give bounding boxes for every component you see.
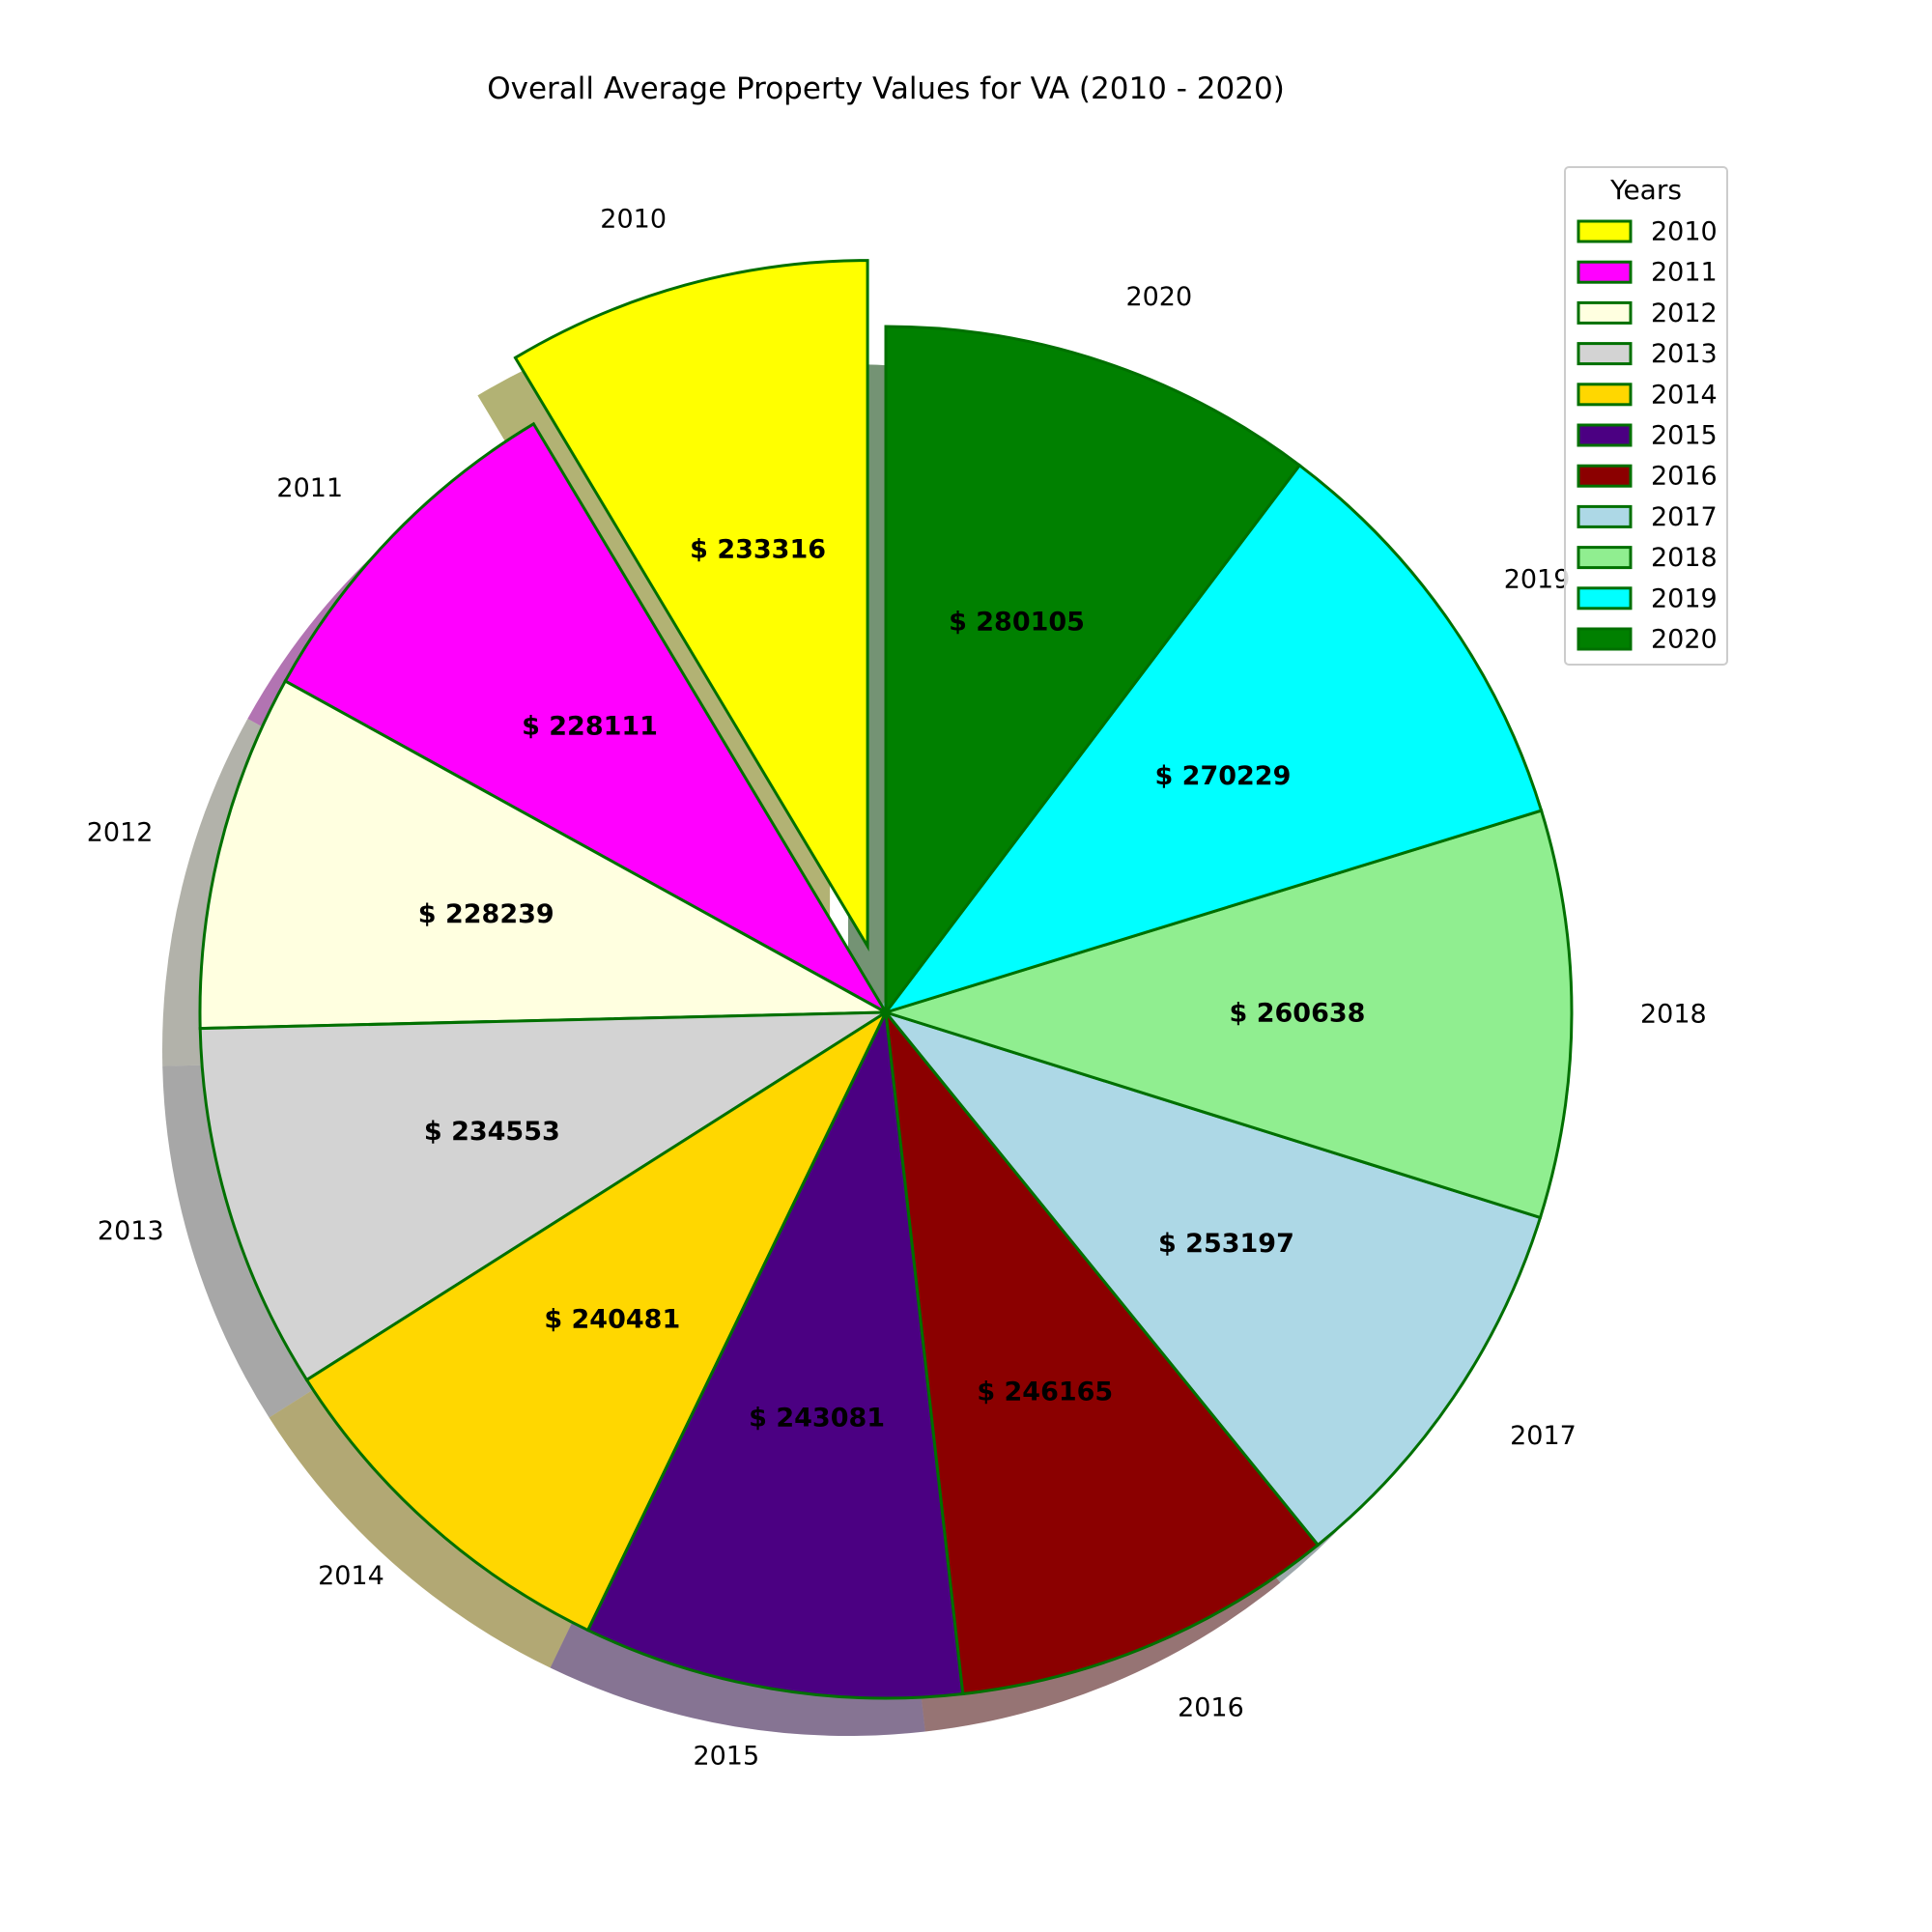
legend-swatch-2014	[1577, 383, 1633, 407]
legend-swatch-2013	[1577, 342, 1633, 366]
value-label-2019: $ 270229	[1154, 761, 1291, 791]
slice-2012	[198, 678, 892, 1031]
slice-2013	[198, 1010, 892, 1382]
value-label-2018: $ 260638	[1230, 999, 1366, 1029]
legend-label-2020: 2020	[1651, 625, 1718, 655]
legend-items: 2010 2011 2012 2013 2014 2015 2016 2017 2018 2019…	[1577, 217, 1718, 655]
legend-label-2016: 2016	[1651, 462, 1718, 492]
value-label-2016: $ 246165	[977, 1377, 1113, 1406]
legend-swatch-2018	[1577, 546, 1633, 570]
year-label-2011: 2011	[276, 473, 343, 503]
year-label-2012: 2012	[87, 818, 154, 848]
slice-2020	[884, 325, 1302, 1017]
year-label-2017: 2017	[1510, 1421, 1577, 1451]
legend-label-2010: 2010	[1651, 217, 1718, 247]
legend-label-2013: 2013	[1651, 339, 1718, 369]
legend-label-2012: 2012	[1651, 298, 1718, 328]
slice-2014	[304, 1008, 890, 1633]
pie-slices	[198, 259, 1574, 1700]
year-label-2018: 2018	[1640, 1000, 1707, 1030]
slice-2017	[881, 1009, 1543, 1548]
value-label-2011: $ 228111	[522, 712, 658, 742]
year-label-2014: 2014	[318, 1561, 384, 1591]
year-labels: 2010 2011 2012 2013 2014 2015 2016 2017 2018 2019…	[87, 204, 1707, 1771]
value-label-2015: $ 243081	[749, 1403, 885, 1433]
year-label-2010: 2010	[600, 204, 667, 234]
value-label-2014: $ 240481	[544, 1305, 680, 1335]
legend-title: Years	[1609, 174, 1682, 206]
chart-title: Overall Average Property Values for VA (…	[487, 71, 1285, 106]
slice-2018	[880, 809, 1574, 1220]
slice-2010	[513, 259, 869, 952]
legend-label-2011: 2011	[1651, 258, 1718, 288]
value-label-2010: $ 233316	[690, 534, 826, 564]
year-label-2015: 2015	[693, 1741, 759, 1771]
legend-swatch-2011	[1577, 260, 1633, 284]
legend-swatch-2012	[1577, 300, 1633, 325]
slice-2011	[283, 421, 891, 1016]
year-label-2016: 2016	[1178, 1693, 1244, 1723]
legend-label-2014: 2014	[1651, 380, 1718, 410]
legend-swatch-2015	[1577, 423, 1633, 447]
year-label-2019: 2019	[1504, 564, 1571, 594]
slice-2019	[882, 463, 1544, 1015]
legend-label-2015: 2015	[1651, 421, 1718, 451]
legend-frame	[1564, 166, 1728, 666]
legend-label-2019: 2019	[1651, 583, 1718, 613]
value-label-2012: $ 228239	[418, 899, 554, 929]
legend-swatch-2017	[1577, 504, 1633, 528]
legend-swatch-2019	[1577, 586, 1633, 611]
legend-label-2017: 2017	[1651, 502, 1718, 532]
value-label-2013: $ 234553	[424, 1117, 560, 1147]
year-label-2020: 2020	[1125, 282, 1192, 312]
legend: Years 2010201120122013201420152016201720…	[1564, 166, 1728, 666]
slice-2016	[883, 1008, 1321, 1696]
legend-swatch-2016	[1577, 464, 1633, 488]
legend-swatch-2010	[1577, 219, 1633, 243]
value-label-2017: $ 253197	[1158, 1229, 1294, 1259]
legend-swatch-2020	[1577, 627, 1633, 651]
legend-label-2018: 2018	[1651, 543, 1718, 573]
value-labels: $ 233316 $ 228111 $ 228239 $ 234553 $ 240481…	[418, 534, 1366, 1433]
value-label-2020: $ 280105	[949, 608, 1085, 638]
slice-2015	[585, 1007, 965, 1700]
year-label-2013: 2013	[98, 1216, 164, 1246]
